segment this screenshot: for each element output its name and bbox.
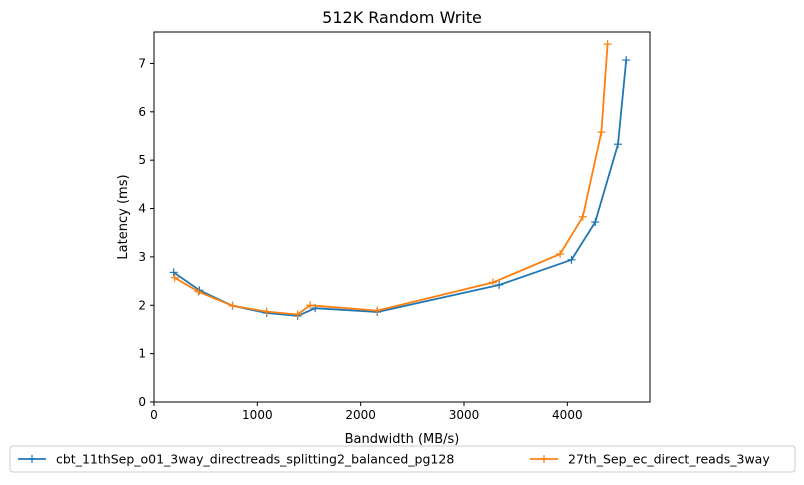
x-tick-label: 1000 xyxy=(242,408,273,422)
y-axis-label: Latency (ms) xyxy=(116,174,131,259)
series-line-1 xyxy=(173,60,628,317)
data-point xyxy=(556,250,565,258)
legend-label: cbt_11thSep_o01_3way_directreads_splitti… xyxy=(56,452,454,467)
x-tick-label: 4000 xyxy=(552,408,583,422)
x-tick-label: 0 xyxy=(150,408,158,422)
x-tick-label: 2000 xyxy=(345,408,376,422)
data-point xyxy=(228,301,237,310)
data-point xyxy=(306,301,315,310)
data-point xyxy=(603,40,612,49)
legend-box xyxy=(9,445,796,473)
y-tick-label: 6 xyxy=(138,105,146,119)
legend-entry-1: cbt_11thSep_o01_3way_directreads_splitti… xyxy=(18,452,454,467)
x-axis-label: Bandwidth (MB/s) xyxy=(345,432,460,447)
y-tick-label: 2 xyxy=(138,298,146,312)
legend-entry-2: 27th_Sep_ec_direct_reads_3way xyxy=(530,452,770,467)
data-point xyxy=(591,218,600,227)
y-tick-label: 5 xyxy=(138,153,146,167)
data-point xyxy=(169,268,178,277)
data-point xyxy=(597,128,606,137)
data-point xyxy=(293,310,302,319)
plot-area: 0 1000 2000 3000 4000 0 1 2 3 4 5 6 7 xyxy=(138,31,651,422)
data-point xyxy=(567,255,576,264)
x-tick-label: 3000 xyxy=(449,408,480,422)
y-tick-label: 0 xyxy=(138,395,146,409)
data-point xyxy=(194,287,203,296)
data-point xyxy=(262,307,271,316)
y-tick-label: 1 xyxy=(138,347,146,361)
legend-label: 27th_Sep_ec_direct_reads_3way xyxy=(568,452,770,467)
legend: cbt_11thSep_o01_3way_directreads_splitti… xyxy=(9,445,796,473)
data-point xyxy=(613,140,622,149)
y-tick-label: 3 xyxy=(138,250,146,264)
data-point xyxy=(578,212,587,221)
data-point xyxy=(495,280,504,289)
data-point xyxy=(622,56,631,65)
data-point xyxy=(373,306,382,315)
series-line-2 xyxy=(174,44,609,316)
data-point xyxy=(488,278,497,287)
data-point xyxy=(170,273,179,282)
y-tick-label: 4 xyxy=(138,202,146,216)
axes-frame xyxy=(153,31,651,403)
y-tick-label: 7 xyxy=(138,56,146,70)
chart-title: 512K Random Write xyxy=(322,8,482,27)
